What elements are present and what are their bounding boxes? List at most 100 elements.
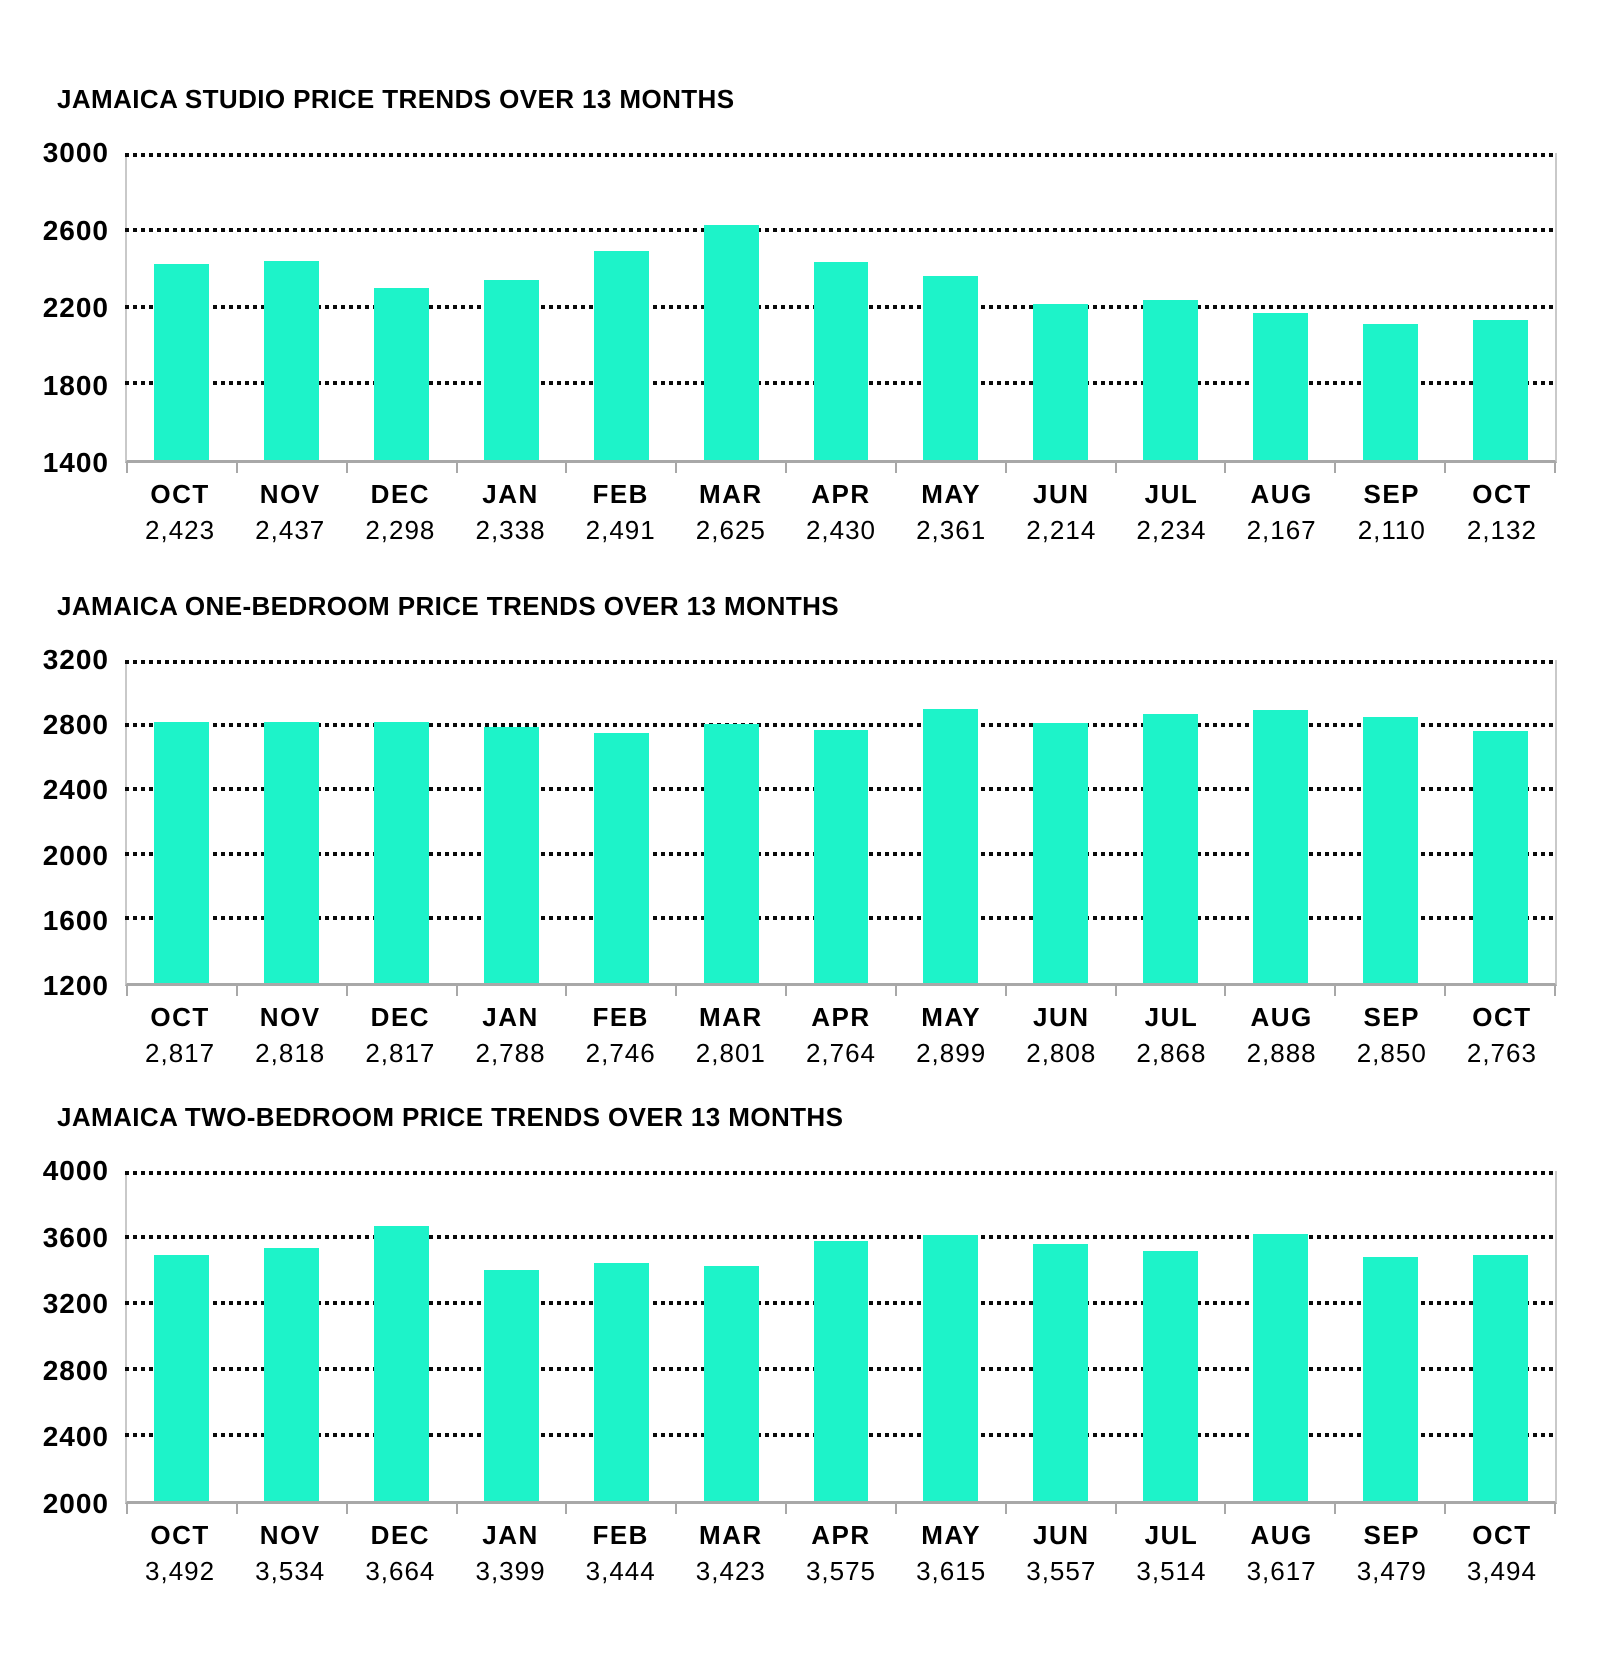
bar [593, 733, 649, 983]
y-tick-label: 3600 [42, 1221, 109, 1253]
y-tick-label: 2400 [42, 1421, 109, 1453]
x-category: SEP 2,850 [1337, 1002, 1447, 1068]
bar [1143, 1251, 1198, 1501]
value-label: 2,214 [1026, 515, 1097, 545]
value-label: 2,234 [1136, 515, 1207, 545]
month-label: OCT [1472, 1002, 1532, 1032]
x-category: OCT 2,423 [125, 479, 235, 545]
x-category: APR 2,430 [786, 479, 896, 545]
bar [1252, 710, 1308, 983]
x-category: AUG 2,167 [1227, 479, 1337, 545]
value-label: 2,298 [365, 515, 436, 545]
bar [703, 724, 759, 983]
chart-title: JAMAICA ONE-BEDROOM PRICE TRENDS OVER 13… [57, 591, 840, 621]
month-label: FEB [592, 1002, 649, 1032]
month-label: NOV [259, 1520, 321, 1550]
x-category: FEB 2,746 [566, 1002, 676, 1068]
y-tick-label: 3000 [42, 137, 109, 168]
bar [703, 1266, 759, 1501]
bar [813, 730, 869, 983]
chart-section: JAMAICA STUDIO PRICE TRENDS OVER 13 MONT… [0, 0, 1600, 545]
x-axis-tick [235, 1504, 238, 1514]
x-category: DEC 3,664 [345, 1520, 455, 1586]
plot-area [125, 660, 1557, 996]
month-label: MAR [698, 479, 763, 509]
plot-row: 2000 2400 2800 3200 3600 4000 [0, 1155, 1600, 1519]
month-label: FEB [592, 1520, 649, 1550]
value-label: 2,817 [145, 1038, 216, 1068]
x-axis-tick [785, 463, 788, 473]
bar [593, 1262, 649, 1501]
x-category: JAN 2,338 [455, 479, 565, 545]
x-category: OCT 2,817 [125, 1002, 235, 1068]
month-label: DEC [370, 1520, 431, 1550]
value-label: 2,808 [1026, 1038, 1097, 1068]
bar [484, 1270, 539, 1501]
month-label: JAN [482, 1520, 539, 1550]
value-label: 2,850 [1356, 1038, 1427, 1068]
bar [264, 261, 320, 460]
value-label: 2,167 [1246, 515, 1317, 545]
month-label: MAR [698, 1520, 763, 1550]
bar [1362, 716, 1418, 983]
value-label: 2,361 [916, 515, 987, 545]
x-axis-tick [785, 1504, 788, 1514]
value-label: 3,479 [1356, 1556, 1427, 1586]
month-label: AUG [1250, 1520, 1313, 1550]
value-label: 2,625 [695, 515, 766, 545]
x-category: JAN 2,788 [455, 1002, 565, 1068]
value-label: 2,110 [1357, 515, 1426, 545]
x-axis-tick [675, 1504, 678, 1514]
plot-area [125, 153, 1557, 473]
month-label: OCT [150, 1520, 210, 1550]
x-axis-tick [345, 986, 348, 996]
x-axis-tick [1444, 986, 1447, 996]
value-label: 2,788 [475, 1038, 546, 1068]
month-label: SEP [1363, 1002, 1421, 1032]
x-category: SEP 3,479 [1337, 1520, 1447, 1586]
gridline [125, 227, 1557, 232]
x-axis-tick [565, 986, 568, 996]
x-axis-tick [565, 1504, 568, 1514]
value-label: 3,557 [1026, 1556, 1097, 1586]
x-category: SEP 2,110 [1337, 479, 1447, 545]
x-category: NOV 3,534 [235, 1520, 345, 1586]
y-tick-label: 3200 [42, 1288, 109, 1320]
x-axis-tick [1224, 463, 1227, 473]
month-label: APR [811, 1520, 871, 1550]
bar [1143, 713, 1198, 983]
month-label: JUN [1033, 1520, 1090, 1550]
bar [593, 250, 649, 460]
x-axis-tick [1334, 986, 1337, 996]
month-label: OCT [150, 479, 210, 509]
month-label: NOV [259, 479, 321, 509]
x-axis-tick [1554, 986, 1556, 996]
value-label: 3,399 [475, 1556, 546, 1586]
x-axis-tick [1444, 1504, 1447, 1514]
gridline [125, 1235, 1557, 1239]
month-label: FEB [592, 479, 649, 509]
x-axis-tick [126, 1504, 128, 1514]
value-label: 2,423 [145, 515, 216, 545]
x-category: AUG 2,888 [1227, 1002, 1337, 1068]
x-axis-tick [126, 986, 128, 996]
charts-page: JAMAICA STUDIO PRICE TRENDS OVER 13 MONT… [0, 0, 1600, 1586]
x-axis-tick [235, 463, 238, 473]
month-label: APR [811, 1002, 871, 1032]
value-label: 2,888 [1246, 1038, 1317, 1068]
x-axis-tick [345, 1504, 348, 1514]
x-category: JUL 3,514 [1116, 1520, 1226, 1586]
x-axis-tick [1004, 463, 1007, 473]
x-category: MAY 2,361 [896, 479, 1006, 545]
month-label: JUL [1144, 1520, 1199, 1550]
month-label: AUG [1250, 479, 1313, 509]
x-axis: OCT 2,423 NOV 2,437 DEC 2,298 JAN 2,338 FEB 2,491… [125, 479, 1557, 545]
value-label: 2,801 [695, 1038, 766, 1068]
value-label: 3,423 [695, 1556, 766, 1586]
bar [1472, 319, 1528, 460]
x-category: JUN 3,557 [1006, 1520, 1116, 1586]
x-axis: OCT 2,817 NOV 2,818 DEC 2,817 JAN 2,788 FEB 2,746… [125, 1002, 1557, 1068]
bar [1362, 323, 1418, 460]
value-label: 2,868 [1136, 1038, 1207, 1068]
x-axis-tick [455, 1504, 458, 1514]
